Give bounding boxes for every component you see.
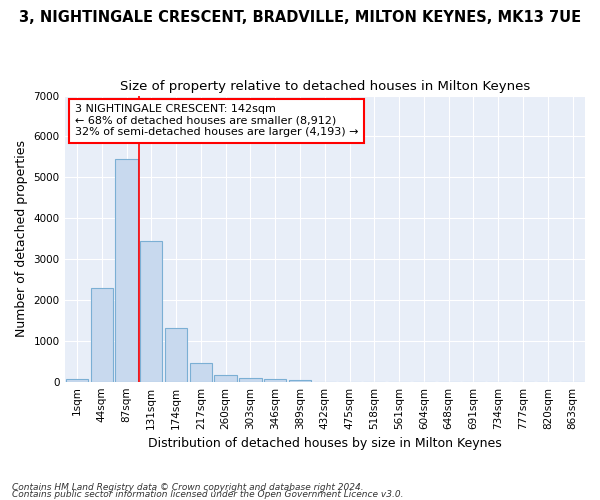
Text: 3, NIGHTINGALE CRESCENT, BRADVILLE, MILTON KEYNES, MK13 7UE: 3, NIGHTINGALE CRESCENT, BRADVILLE, MILT… [19, 10, 581, 25]
Bar [239, 378, 262, 382]
Text: Contains HM Land Registry data © Crown copyright and database right 2024.: Contains HM Land Registry data © Crown c… [12, 484, 364, 492]
Bar [165, 328, 187, 382]
Bar [115, 159, 137, 382]
Bar [264, 379, 286, 382]
Text: Contains public sector information licensed under the Open Government Licence v3: Contains public sector information licen… [12, 490, 404, 499]
Y-axis label: Number of detached properties: Number of detached properties [15, 140, 28, 337]
Bar [66, 378, 88, 382]
Bar [91, 288, 113, 382]
Bar [289, 380, 311, 382]
Text: 3 NIGHTINGALE CRESCENT: 142sqm
← 68% of detached houses are smaller (8,912)
32% : 3 NIGHTINGALE CRESCENT: 142sqm ← 68% of … [75, 104, 358, 138]
Bar [214, 376, 237, 382]
X-axis label: Distribution of detached houses by size in Milton Keynes: Distribution of detached houses by size … [148, 437, 502, 450]
Title: Size of property relative to detached houses in Milton Keynes: Size of property relative to detached ho… [119, 80, 530, 93]
Bar [190, 363, 212, 382]
Bar [140, 241, 163, 382]
